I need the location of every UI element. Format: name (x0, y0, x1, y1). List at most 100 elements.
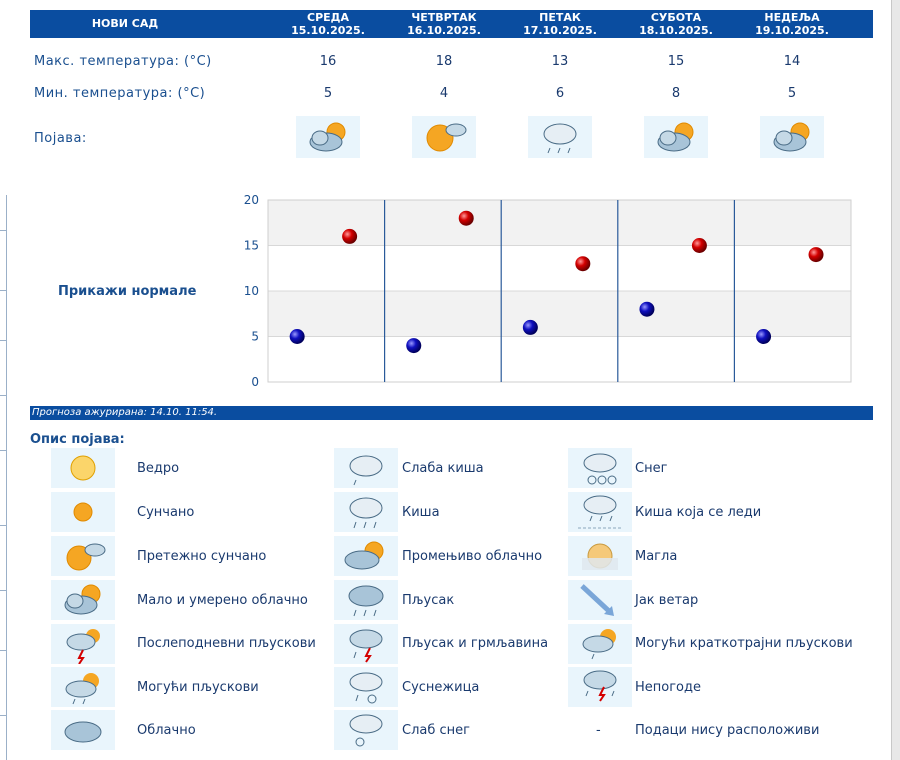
legend-item-label: Облачно (137, 723, 196, 738)
temperature-chart: 0 5 10 15 20 (244, 193, 852, 389)
day-date: 19.10.2025. (755, 24, 829, 37)
shower-icon (334, 580, 398, 620)
day-name: НЕДЕЉА (764, 11, 820, 24)
left-panel-edge (0, 195, 7, 760)
day-name: СРЕДА (307, 11, 349, 24)
max-temp-marker (575, 256, 591, 272)
y-tick-label: 20 (244, 193, 259, 207)
afternoon-showers-icon (51, 624, 115, 665)
min-temp-marker (756, 329, 772, 344)
legend-item-label: Пљусак и грмљавина (402, 636, 549, 651)
legend-item-label: Подаци нису расположиви (635, 723, 820, 738)
legend-item-label: Слаба киша (402, 461, 484, 476)
legend-title: Опис појава: (30, 432, 125, 447)
legend-item-label: Слаб снег (402, 723, 470, 738)
partly-cloudy-icon (51, 580, 115, 620)
light-rain-icon (528, 116, 592, 158)
sleet-icon (334, 667, 398, 707)
variable-cloudy-icon (334, 536, 398, 576)
legend-item-label: Претежно сунчано (137, 549, 267, 564)
legend-item-label: Суснежица (402, 680, 480, 695)
y-tick-label: 10 (244, 284, 259, 298)
max-temp-marker (342, 228, 358, 244)
show-normals-link[interactable]: Прикажи нормале (58, 284, 197, 299)
mostly-sunny-icon (51, 536, 115, 576)
legend-item-label: Киша која се леди (635, 505, 762, 520)
forecast-updated: Прогноза ажурирана: 14.10. 11:54. (30, 406, 873, 420)
light-snow-icon (334, 710, 398, 750)
day-name: ЧЕТВРТАК (411, 11, 477, 24)
freezing-rain-icon (568, 492, 632, 532)
possible-brief-showers-icon (568, 624, 632, 664)
city-name: НОВИ САД (91, 17, 159, 30)
snow-icon (568, 448, 632, 488)
thunder-shower-icon (334, 624, 398, 664)
phenomenon-label: Појава: (34, 131, 87, 146)
clear-sky-icon (51, 448, 115, 488)
max-temp-marker (808, 247, 824, 263)
sunny-icon (51, 492, 115, 532)
legend-item-label: Снег (635, 461, 668, 476)
max-temp-marker (691, 238, 707, 253)
min-temp-value: 8 (671, 86, 681, 101)
mostly-sunny-icon (412, 116, 476, 158)
legend-item-label: Пљусак (402, 593, 455, 608)
legend-item-label: Могући пљускови (137, 680, 259, 695)
day-date: 16.10.2025. (407, 24, 481, 37)
chart-band (268, 200, 851, 246)
max-temp-value: 16 (319, 54, 337, 69)
legend-item-label: Магла (635, 549, 678, 564)
strong-wind-icon (568, 580, 632, 620)
chart-band (268, 291, 851, 337)
partly-cloudy-icon (296, 116, 360, 158)
day-header: СУБОТА 18.10.2025. (621, 11, 731, 37)
light-rain-icon (334, 448, 398, 488)
min-temp-value: 6 (555, 86, 565, 101)
legend-item-label: Промењиво облачно (402, 549, 543, 564)
min-temp-marker (406, 338, 422, 354)
max-temp-label: Макс. температура: (°C) (34, 54, 212, 69)
min-temp-value: 4 (439, 86, 449, 101)
y-tick-label: 0 (251, 375, 259, 389)
day-header: СРЕДА 15.10.2025. (273, 11, 383, 37)
cloudy-icon (51, 710, 115, 750)
max-temp-value: 14 (783, 54, 801, 69)
day-date: 15.10.2025. (291, 24, 365, 37)
partly-cloudy-icon (760, 116, 824, 158)
y-tick-label: 15 (244, 239, 259, 253)
day-date: 17.10.2025. (523, 24, 597, 37)
partly-cloudy-icon (644, 116, 708, 158)
day-date: 18.10.2025. (639, 24, 713, 37)
legend-item-label: Могући краткотрајни пљускови (635, 636, 853, 651)
min-temp-marker (522, 319, 538, 335)
plot-frame (267, 199, 852, 383)
max-temp-value: 15 (667, 54, 685, 69)
window-edge (891, 0, 900, 760)
day-name: ПЕТАК (539, 11, 581, 24)
max-temp-value: 13 (551, 54, 569, 69)
chart-band (268, 336, 851, 382)
legend-item-label: Киша (402, 505, 440, 520)
storms-icon (568, 667, 632, 707)
possible-showers-icon (51, 667, 115, 707)
day-name: СУБОТА (650, 11, 702, 24)
legend-item-label: Јак ветар (635, 593, 699, 608)
min-temp-label: Мин. температура: (°C) (34, 86, 206, 101)
legend-item-label: Мало и умерено облачно (137, 593, 308, 608)
min-temp-value: 5 (787, 86, 797, 101)
legend-item-label: Послеподневни пљускови (137, 636, 316, 651)
day-header: ЧЕТВРТАК 16.10.2025. (389, 11, 499, 37)
y-tick-label: 5 (251, 330, 259, 344)
min-temp-marker (289, 329, 305, 344)
max-temp-value: 18 (435, 54, 453, 69)
no-data-dash: - (596, 723, 601, 738)
max-temp-marker (458, 210, 474, 226)
chart-band (268, 245, 851, 291)
rain-icon (334, 492, 398, 532)
day-header: НЕДЕЉА 19.10.2025. (737, 11, 847, 37)
legend-item-label: Непогоде (635, 680, 701, 695)
legend-item-label: Ведро (137, 461, 180, 476)
fog-icon (568, 536, 632, 576)
day-header: ПЕТАК 17.10.2025. (505, 11, 615, 37)
forecast-header: НОВИ САД СРЕДА 15.10.2025. ЧЕТВРТАК 16.1… (30, 10, 873, 38)
